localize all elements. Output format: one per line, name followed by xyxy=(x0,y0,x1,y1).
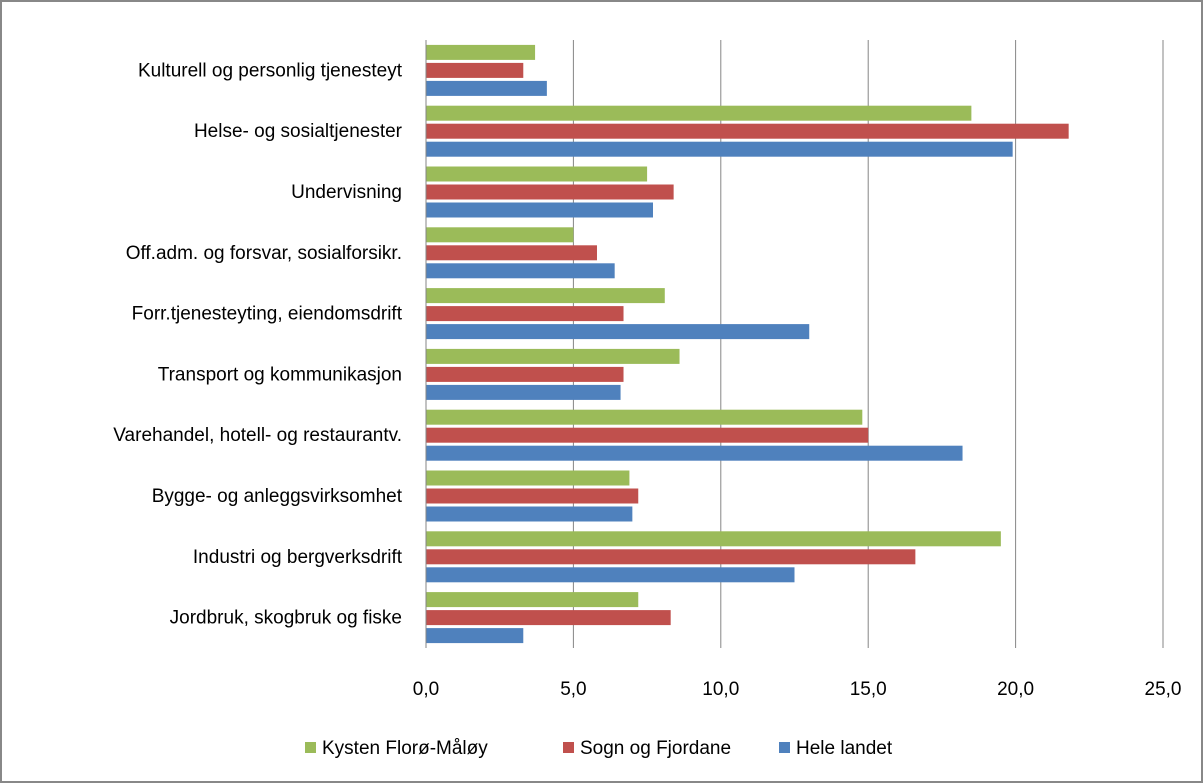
bar xyxy=(426,324,810,340)
legend-label: Sogn og Fjordane xyxy=(580,738,731,759)
y-tick-label: Undervisning xyxy=(291,182,402,203)
bar xyxy=(426,348,680,364)
x-tick-label: 25,0 xyxy=(1145,679,1182,700)
bar xyxy=(426,166,648,182)
bar xyxy=(426,567,795,583)
x-tick-label: 0,0 xyxy=(413,679,439,700)
bar xyxy=(426,610,671,626)
legend-swatch xyxy=(779,742,790,753)
bar xyxy=(426,592,639,608)
bar xyxy=(426,427,869,443)
bar xyxy=(426,105,972,121)
bar xyxy=(426,306,624,322)
legend-swatch xyxy=(305,742,316,753)
bar xyxy=(426,227,574,243)
y-tick-label: Transport og kommunikasjon xyxy=(158,364,402,385)
bar xyxy=(426,470,630,486)
bar xyxy=(426,62,524,78)
bar xyxy=(426,628,524,644)
x-tick-label: 5,0 xyxy=(560,679,586,700)
bar xyxy=(426,488,639,504)
y-tick-label: Jordbruk, skogbruk og fiske xyxy=(170,608,402,629)
legend-label: Hele landet xyxy=(796,738,893,759)
bar xyxy=(426,409,863,425)
bar xyxy=(426,445,963,461)
x-tick-label: 15,0 xyxy=(850,679,887,700)
bar xyxy=(426,506,633,522)
x-tick-label: 10,0 xyxy=(702,679,739,700)
y-tick-label: Off.adm. og forsvar, sosialforsikr. xyxy=(126,243,402,264)
x-tick-label: 20,0 xyxy=(997,679,1034,700)
bar xyxy=(426,531,1001,547)
bar xyxy=(426,366,624,382)
bar xyxy=(426,141,1013,157)
bar xyxy=(426,263,615,279)
y-tick-label: Helse- og sosialtjenester xyxy=(194,121,403,142)
y-tick-label: Kulturell og personlig tjenesteyt xyxy=(138,60,403,81)
legend-label: Kysten Florø-Måløy xyxy=(322,738,488,759)
y-tick-label: Industri og bergverksdrift xyxy=(193,547,403,568)
legend-swatch xyxy=(563,742,574,753)
bar xyxy=(426,384,621,400)
y-tick-label: Forr.tjenesteyting, eiendomsdrift xyxy=(132,304,403,325)
y-tick-label: Bygge- og anleggsvirksomhet xyxy=(152,486,403,507)
bar xyxy=(426,549,916,565)
bar xyxy=(426,123,1069,139)
y-tick-label: Varehandel, hotell- og restaurantv. xyxy=(113,425,402,446)
bar xyxy=(426,288,665,304)
bar xyxy=(426,184,674,200)
bar xyxy=(426,202,653,218)
bar xyxy=(426,80,547,96)
bar xyxy=(426,245,597,261)
bar xyxy=(426,44,536,60)
